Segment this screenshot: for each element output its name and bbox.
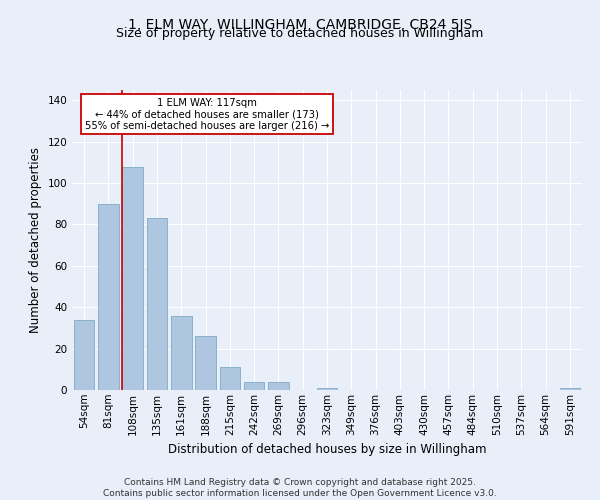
Bar: [317, 388, 337, 390]
Bar: [244, 382, 265, 390]
Bar: [122, 166, 143, 390]
Bar: [268, 382, 289, 390]
Bar: [146, 218, 167, 390]
Text: 1, ELM WAY, WILLINGHAM, CAMBRIDGE, CB24 5JS: 1, ELM WAY, WILLINGHAM, CAMBRIDGE, CB24 …: [128, 18, 472, 32]
Bar: [98, 204, 119, 390]
Bar: [220, 367, 240, 390]
Text: 1 ELM WAY: 117sqm
← 44% of detached houses are smaller (173)
55% of semi-detache: 1 ELM WAY: 117sqm ← 44% of detached hous…: [85, 98, 329, 130]
Bar: [195, 336, 216, 390]
Y-axis label: Number of detached properties: Number of detached properties: [29, 147, 42, 333]
Bar: [171, 316, 191, 390]
X-axis label: Distribution of detached houses by size in Willingham: Distribution of detached houses by size …: [168, 443, 486, 456]
Bar: [560, 388, 580, 390]
Bar: [74, 320, 94, 390]
Text: Contains HM Land Registry data © Crown copyright and database right 2025.
Contai: Contains HM Land Registry data © Crown c…: [103, 478, 497, 498]
Text: Size of property relative to detached houses in Willingham: Size of property relative to detached ho…: [116, 28, 484, 40]
